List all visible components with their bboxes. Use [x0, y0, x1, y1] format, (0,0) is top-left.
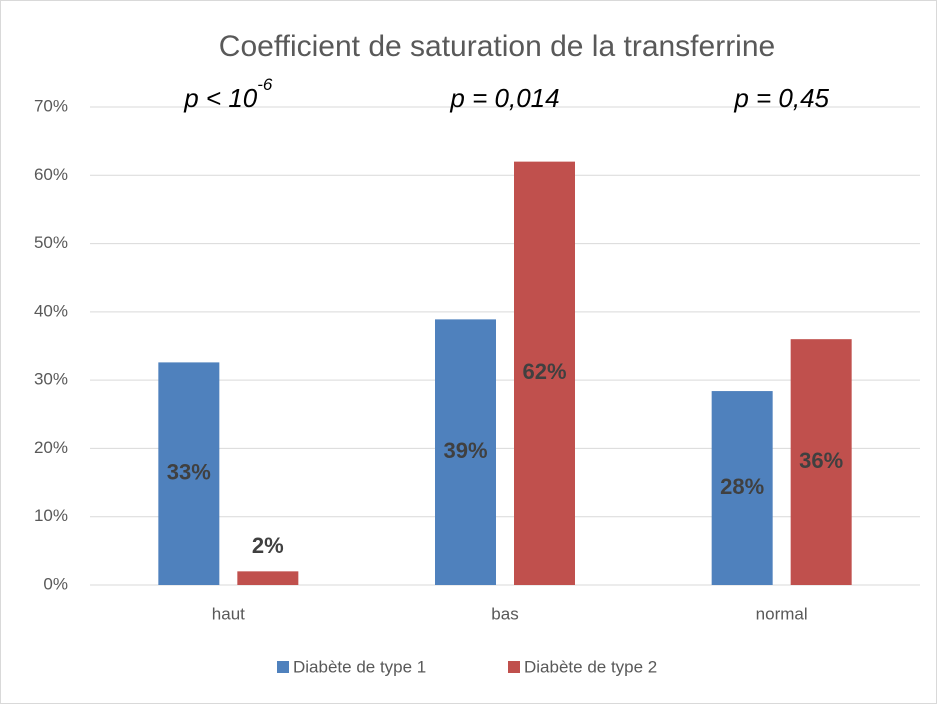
data-label: 39% [443, 438, 487, 463]
y-tick-label: 70% [34, 96, 68, 115]
bar [790, 339, 852, 585]
y-tick-label: 20% [34, 438, 68, 457]
y-tick-label: 60% [34, 165, 68, 184]
y-tick-label: 40% [34, 301, 68, 320]
chart-title: Coefficient de saturation de la transfer… [219, 30, 775, 63]
legend-swatch [508, 661, 520, 673]
annotation: p < 10-6 [183, 75, 273, 112]
bar [237, 571, 299, 585]
legend-label: Diabète de type 1 [293, 657, 426, 676]
data-label: 62% [522, 359, 566, 384]
x-tick-label: haut [212, 604, 245, 623]
annotation-superscript: -6 [257, 75, 273, 94]
y-tick-label: 0% [43, 574, 68, 593]
bar [158, 362, 220, 585]
legend-swatch [277, 661, 289, 673]
data-label: 33% [167, 460, 211, 485]
annotation-text: p < 10 [183, 83, 258, 113]
data-label: 28% [720, 474, 764, 499]
x-tick-label: normal [756, 604, 808, 623]
legend-label: Diabète de type 2 [524, 657, 657, 676]
annotation: p = 0,45 [733, 83, 829, 113]
bar [435, 319, 496, 585]
x-tick-label: bas [491, 604, 518, 623]
y-tick-label: 10% [34, 506, 68, 525]
annotation: p = 0,014 [449, 83, 559, 113]
data-label: 2% [252, 533, 284, 558]
y-tick-label: 30% [34, 370, 68, 389]
bar [711, 391, 773, 585]
y-tick-label: 50% [34, 233, 68, 252]
data-label: 36% [799, 448, 843, 473]
bar [514, 161, 575, 585]
